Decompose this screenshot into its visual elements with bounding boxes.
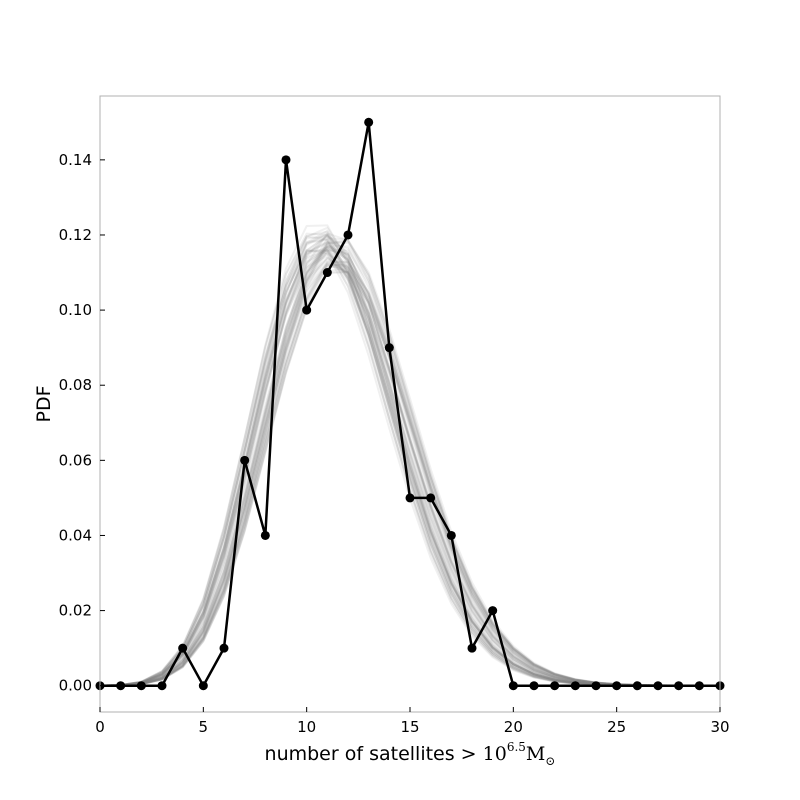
data-point <box>157 681 167 691</box>
y-tick-label: 0.12 <box>59 226 92 244</box>
y-tick-label: 0.06 <box>59 451 92 469</box>
data-point <box>302 305 312 315</box>
data-point <box>446 530 456 540</box>
data-point <box>467 643 477 653</box>
x-tick-label: 5 <box>199 718 209 736</box>
x-axis-label-subscript: ⊙ <box>545 754 555 768</box>
data-point <box>281 155 291 165</box>
data-point <box>591 681 601 691</box>
y-tick-label: 0.04 <box>59 526 92 544</box>
data-point <box>405 493 415 503</box>
data-point <box>550 681 560 691</box>
data-point <box>322 268 332 278</box>
data-point <box>694 681 704 691</box>
x-tick-label: 30 <box>710 718 729 736</box>
y-tick-label: 0.08 <box>59 376 92 394</box>
data-point <box>364 117 374 127</box>
data-point <box>260 530 270 540</box>
y-axis: 0.00 0.02 0.04 0.06 0.08 0.10 0.12 0.14 <box>59 151 105 695</box>
data-point <box>612 681 622 691</box>
data-point <box>240 455 250 465</box>
main-series <box>95 117 725 691</box>
data-point <box>570 681 580 691</box>
data-point <box>178 643 188 653</box>
data-point <box>653 681 663 691</box>
x-axis-label-text: number of satellites > <box>265 743 483 765</box>
data-point <box>632 681 642 691</box>
y-tick-label: 0.00 <box>59 677 92 695</box>
x-axis-label-unit: M <box>526 743 545 765</box>
x-axis-label: number of satellites > 106.5M⊙ <box>265 740 556 768</box>
x-tick-label: 10 <box>297 718 316 736</box>
data-point <box>343 230 353 240</box>
y-axis-label: PDF <box>33 385 55 422</box>
data-point <box>136 681 146 691</box>
y-tick-label: 0.02 <box>59 602 92 620</box>
data-point <box>674 681 684 691</box>
data-point <box>488 606 498 616</box>
y-tick-label: 0.14 <box>59 151 92 169</box>
x-tick-label: 0 <box>95 718 105 736</box>
data-point <box>384 343 394 353</box>
data-point <box>508 681 518 691</box>
x-axis: 0 5 10 15 20 25 30 <box>95 707 730 736</box>
x-axis-label-base: 10 <box>483 743 507 765</box>
x-tick-label: 15 <box>400 718 419 736</box>
x-tick-label: 20 <box>504 718 523 736</box>
x-tick-label: 25 <box>607 718 626 736</box>
data-point <box>116 681 126 691</box>
data-point <box>198 681 208 691</box>
data-point <box>529 681 539 691</box>
x-axis-label-exponent: 6.5 <box>507 740 526 754</box>
y-tick-label: 0.10 <box>59 301 92 319</box>
data-point <box>426 493 436 503</box>
data-point <box>219 643 229 653</box>
